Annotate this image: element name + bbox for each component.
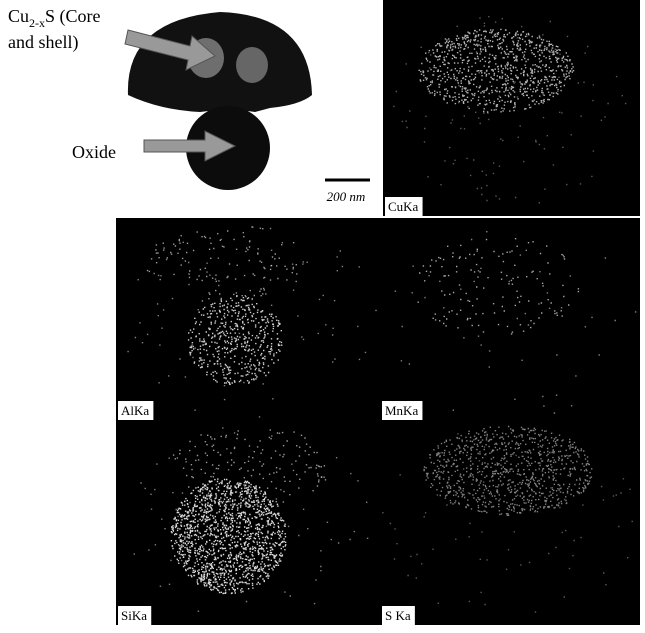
scale-label: 200 nm bbox=[327, 189, 366, 204]
map-panel bbox=[380, 420, 640, 625]
map-panel bbox=[383, 0, 640, 216]
panel-label: CuKa bbox=[388, 199, 419, 214]
label-part: S (Core bbox=[45, 6, 101, 27]
panel-label: MnKa bbox=[385, 403, 418, 418]
core-label-line2: and shell) bbox=[8, 32, 78, 53]
label-subscript: 2-x bbox=[29, 16, 45, 30]
map-panel bbox=[380, 218, 640, 420]
panel-label: S Ka bbox=[385, 608, 411, 623]
figure: CuKa AlKa MnKa SiKa S Ka Cu2-xS (Core and sh… bbox=[0, 0, 645, 628]
panel-label: SiKa bbox=[121, 608, 147, 623]
label-part: Cu bbox=[8, 6, 29, 26]
oxide-label: Oxide bbox=[72, 142, 116, 162]
panel-label: AlKa bbox=[121, 403, 149, 418]
bright-region bbox=[236, 47, 268, 83]
